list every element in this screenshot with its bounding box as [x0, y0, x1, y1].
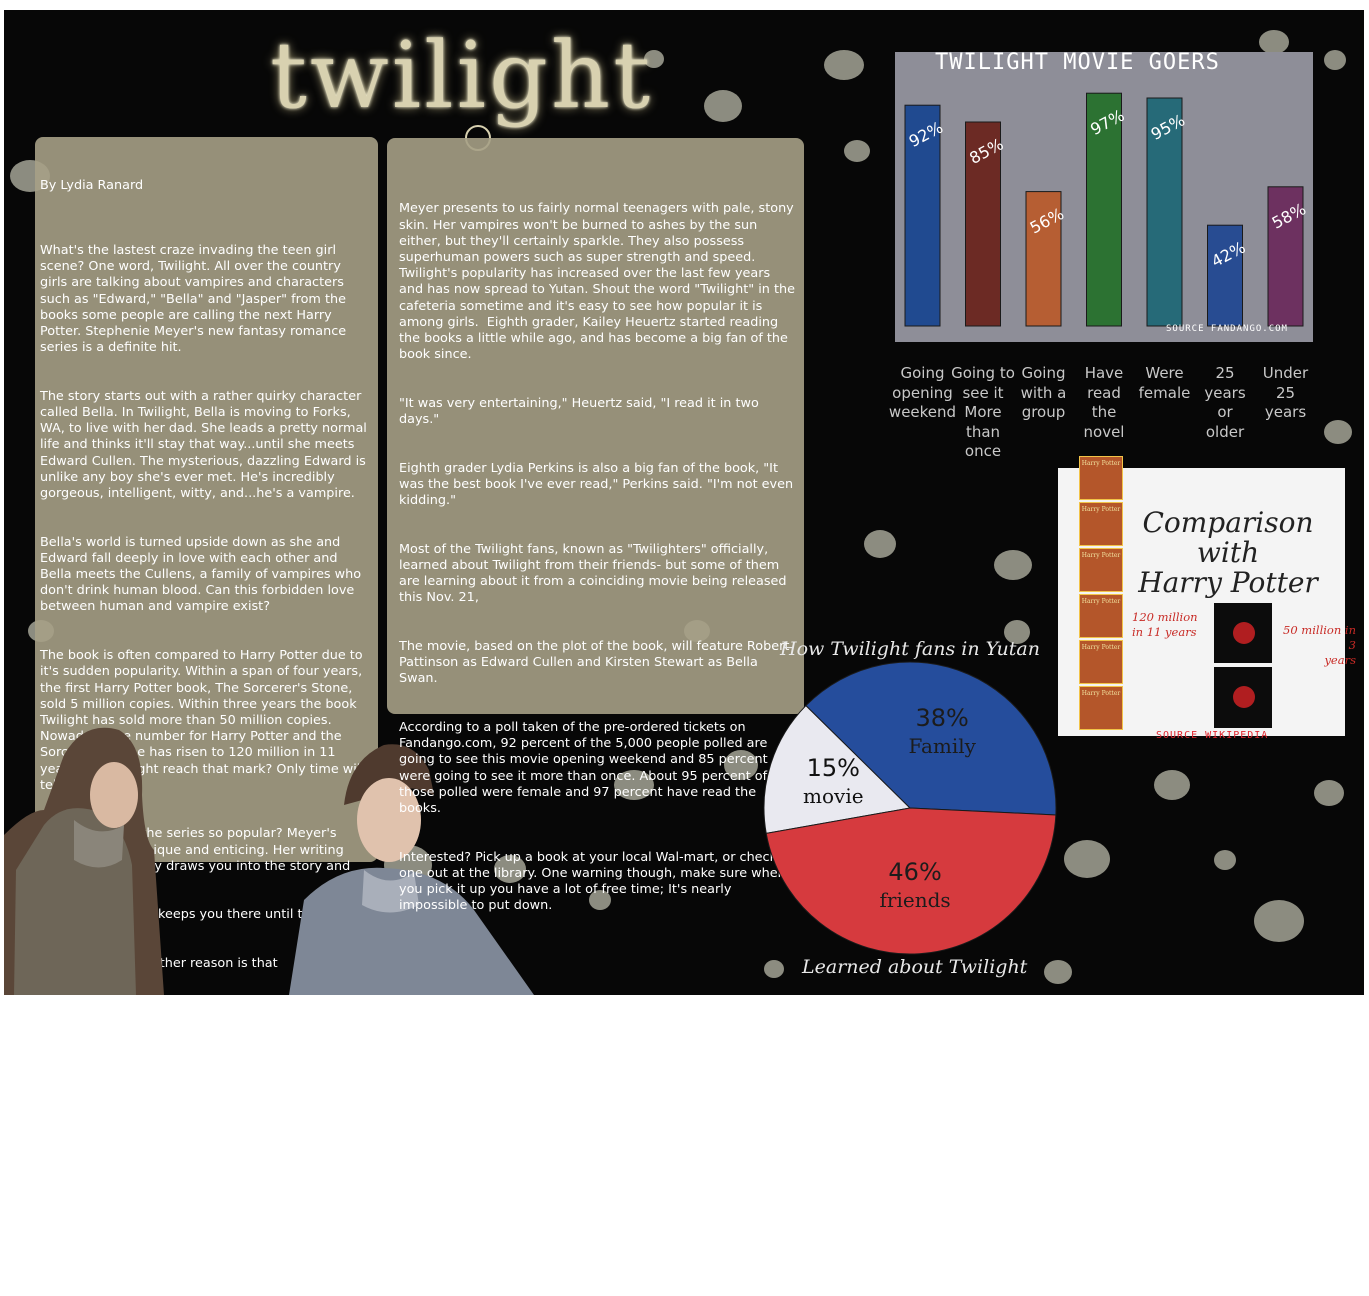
- masthead-title: twilight: [270, 22, 654, 129]
- ink-splatter: [1259, 30, 1289, 54]
- harry-potter-book-cover: Harry Potter: [1079, 548, 1123, 592]
- harry-potter-book-label: Harry Potter: [1081, 506, 1121, 513]
- pie-slice-family: [805, 661, 1057, 816]
- pie-slice-label: 46% friends: [855, 858, 975, 914]
- ink-splatter: [1064, 840, 1110, 878]
- ink-splatter: [1324, 50, 1346, 70]
- bar-4: [1086, 92, 1122, 327]
- article-paragraph: Bella's world is turned upside down as s…: [40, 534, 366, 615]
- apple-icon: [1233, 686, 1255, 708]
- harry-potter-book-label: Harry Potter: [1081, 460, 1121, 467]
- pie-slice-friends: [765, 807, 1057, 955]
- article-paragraph: are used to;: [135, 1247, 212, 1263]
- ink-splatter: [844, 140, 870, 162]
- comparison-source: SOURCE WIKIPEDIA: [1156, 730, 1269, 741]
- ink-splatter: [1004, 620, 1030, 644]
- article-paragraph: reason is that she cre-: [135, 1004, 278, 1020]
- ink-splatter: [644, 50, 664, 68]
- article-paragraph: "It was very entertaining," Heuertz said…: [399, 395, 763, 428]
- pie-chart-title: How Twilight fans in Yutan: [780, 638, 1040, 660]
- bar-category-label: Were female: [1138, 364, 1191, 402]
- bar-6: [1207, 224, 1243, 327]
- pie-slice-percent: 46%: [888, 858, 942, 887]
- harry-potter-book-label: Harry Potter: [1081, 552, 1121, 559]
- ink-splatter: [1324, 420, 1352, 444]
- harry-potter-book-cover: Harry Potter: [1079, 502, 1123, 546]
- pie-chart-caption: Learned about Twilight: [802, 956, 1028, 978]
- bar-5: [1146, 97, 1183, 327]
- bar-category-label: Under 25 years: [1262, 364, 1309, 421]
- twilight-stat-line2: years: [1324, 653, 1356, 667]
- harry-potter-book-label: Harry Potter: [1081, 644, 1121, 651]
- ink-splatter: [1154, 770, 1190, 800]
- twilight-book-covers: [1214, 603, 1272, 728]
- article-paragraph: ates the new-age vamp-: [140, 1053, 297, 1069]
- harry-potter-stat-line1: 120 million: [1132, 610, 1198, 624]
- article-paragraph: The movie, based on the plot of the book…: [399, 638, 794, 687]
- ink-splatter: [614, 770, 654, 800]
- article-paragraph: coffin-hiding, garlic-: [140, 1150, 268, 1166]
- twilight-stat: 50 million in 3 years: [1276, 623, 1356, 668]
- bar-category-label: Going to see it More than once: [951, 364, 1015, 460]
- article-paragraph: Meyer presents to us fairly normal teena…: [399, 201, 795, 363]
- ink-splatter: [724, 750, 758, 780]
- article-paragraph: Interested? Pick up a book at your local…: [399, 849, 786, 914]
- harry-potter-book-cover: Harry Potter: [1079, 594, 1123, 638]
- movie-still-photo: [4, 727, 534, 995]
- bar-7: [1267, 186, 1304, 327]
- pie-slice-name: movie: [803, 784, 864, 809]
- harry-potter-book-cover: Harry Potter: [1079, 640, 1123, 684]
- bar-category-label: Going opening weekend: [888, 364, 957, 421]
- pie-slice-percent: 38%: [915, 704, 969, 733]
- pie-slice-name: Family: [908, 734, 976, 759]
- article-paragraph: hating counts people: [144, 1199, 280, 1214]
- pie-slice-label: 38% Family: [882, 704, 1002, 760]
- harry-potter-book-cover: Harry Potter: [1079, 456, 1123, 500]
- bar-1: [904, 104, 941, 327]
- comparison-title-line1: Comparison with: [1142, 506, 1314, 569]
- harry-potter-book-label: Harry Potter: [1081, 598, 1121, 605]
- article-paragraph: Eighth grader Lydia Perkins is also a bi…: [399, 460, 794, 509]
- article-paragraph: Most of the Twilight fans, known as "Twi…: [399, 541, 791, 606]
- ink-splatter: [1214, 850, 1236, 870]
- apple-icon: [1233, 622, 1255, 644]
- article-column-2: Meyer presents to us fairly normal teena…: [399, 169, 795, 947]
- bar-2: [965, 121, 1001, 327]
- harry-potter-book-label: Harry Potter: [1081, 690, 1121, 697]
- harry-potter-stat-line2: in 11 years: [1132, 625, 1197, 639]
- ink-splatter: [704, 90, 742, 122]
- pie-slice-percent: 15%: [806, 754, 860, 783]
- bar-3: [1025, 191, 1062, 327]
- ink-splatter: [589, 890, 611, 910]
- bar-chart: 92%85%56%97% 95%42%58%: [904, 92, 1309, 327]
- article-paragraph: ire. No more of the: [140, 1101, 261, 1117]
- ink-splatter: [994, 550, 1032, 580]
- article-paragraph: The story starts out with a rather quirk…: [40, 388, 371, 502]
- ink-splatter: [1254, 900, 1304, 942]
- harry-potter-stat: 120 million in 11 years: [1132, 610, 1198, 640]
- twilight-stat-line1: 50 million in 3: [1283, 623, 1356, 652]
- harry-potter-book-cover: Harry Potter: [1079, 686, 1123, 730]
- pie-chart: [763, 661, 1057, 955]
- article-byline: By Lydia Ranard: [40, 178, 144, 194]
- comparison-title-line2: Harry Potter: [1138, 566, 1318, 599]
- ink-splatter: [864, 530, 896, 558]
- comparison-title: Comparison with Harry Potter: [1128, 508, 1328, 598]
- ink-splatter: [764, 960, 784, 978]
- bar-chart-title: TWILIGHT MOVIE GOERS: [935, 50, 1220, 75]
- bar-category-label: Have read the novel: [1083, 364, 1125, 441]
- ink-splatter: [494, 855, 526, 883]
- pie-slice-movie: [763, 704, 912, 834]
- article-panel-middle: [387, 138, 804, 714]
- bar-category-label: Going with a group: [1020, 364, 1067, 421]
- bar-chart-source: SOURCE FANDANGO.COM: [1166, 324, 1288, 334]
- article-paragraph: According to a poll taken of the pre-ord…: [399, 719, 768, 816]
- bar-category-label: 25 years or older: [1204, 364, 1246, 441]
- ink-splatter: [1044, 960, 1072, 984]
- ink-splatter: [1314, 780, 1344, 806]
- article-paragraph: What's the lastest craze invading the te…: [40, 243, 351, 356]
- ink-splatter: [824, 50, 864, 80]
- pie-slice-label: 15% movie: [773, 754, 893, 810]
- pie-slice-name: friends: [879, 888, 951, 913]
